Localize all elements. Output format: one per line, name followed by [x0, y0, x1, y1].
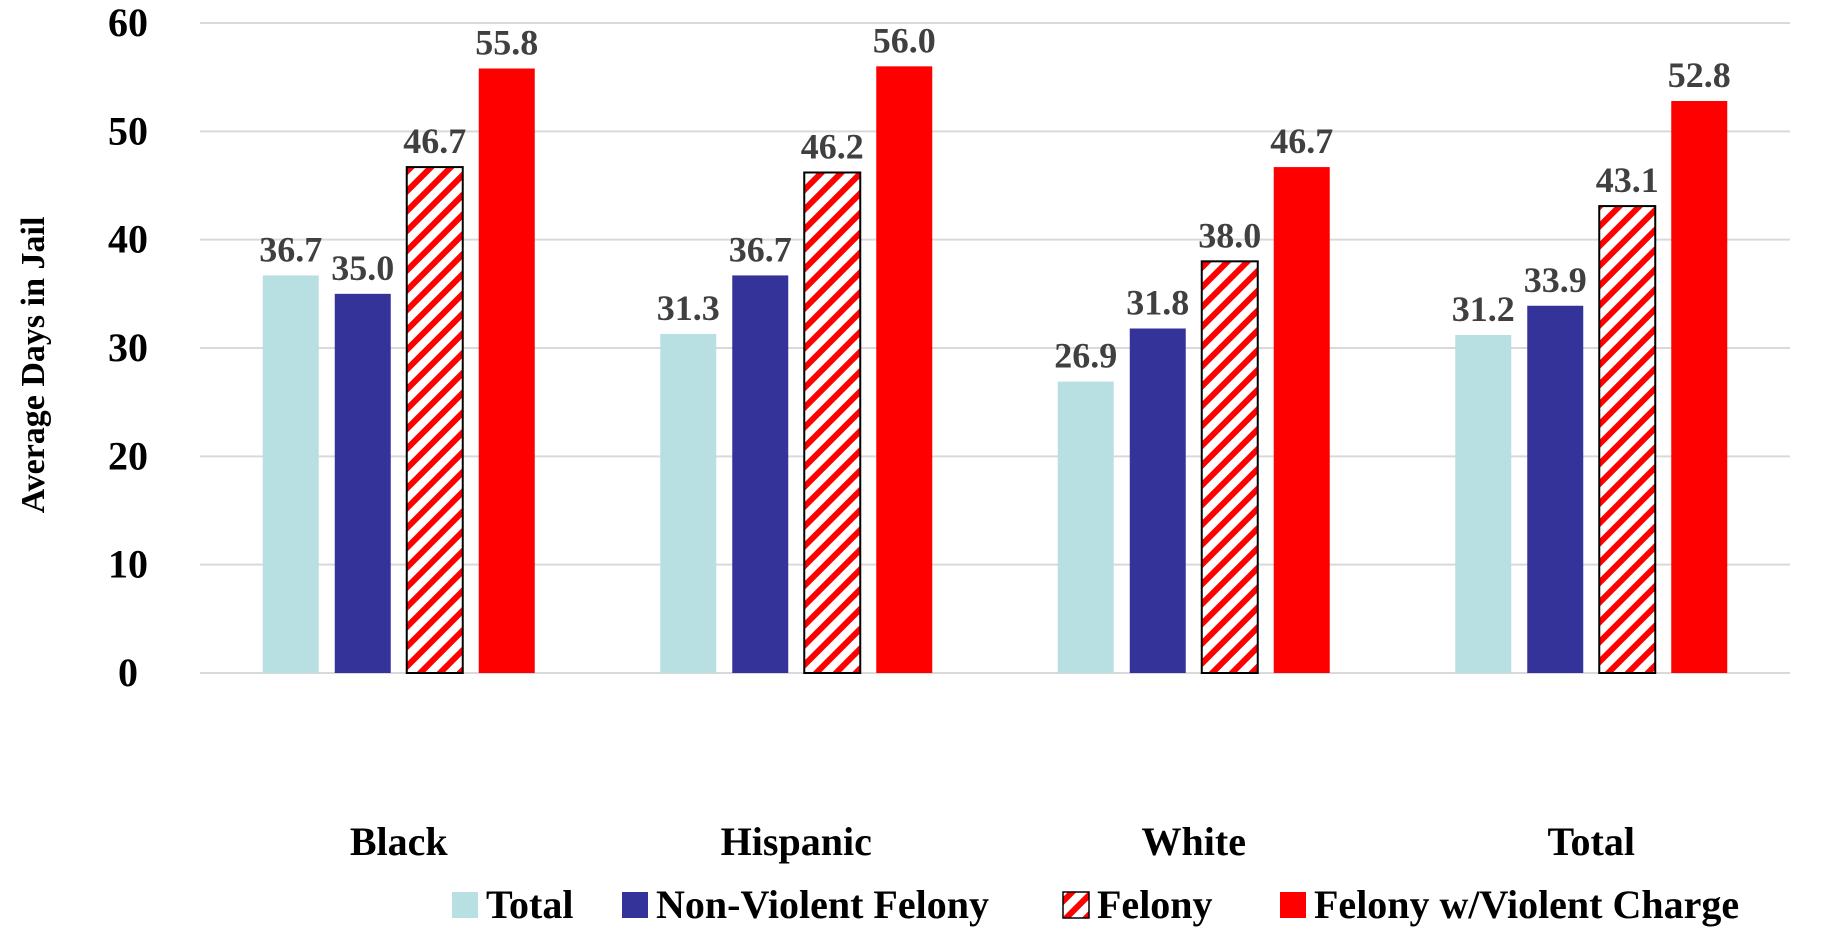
data-label: 43.1 — [1596, 160, 1659, 200]
bar-hispanic-series-2 — [803, 171, 862, 674]
bar-white-series-3 — [1273, 167, 1330, 674]
data-label: 46.2 — [801, 127, 864, 167]
data-label: 31.3 — [657, 288, 720, 328]
legend-label: Non-Violent Felony — [656, 882, 989, 927]
bar-white-series-1 — [1129, 328, 1186, 673]
y-tick-label: 0 — [118, 650, 138, 695]
legend-swatch — [1062, 891, 1090, 919]
y-axis-title: Average Days in Jail — [15, 217, 52, 514]
data-label: 55.8 — [475, 23, 538, 63]
bar-white-series-0 — [1057, 381, 1114, 673]
data-label: 36.7 — [729, 229, 792, 269]
legend-label: Total — [486, 882, 573, 927]
gridlines — [200, 22, 1790, 674]
data-label: 56.0 — [873, 20, 936, 60]
bar-total-series-1 — [1527, 305, 1584, 673]
bar-black-series-3 — [478, 68, 535, 673]
y-tick-label: 20 — [108, 433, 148, 478]
legend-label: Felony — [1097, 882, 1213, 927]
y-tick-label: 40 — [108, 217, 148, 262]
data-label: 31.8 — [1126, 283, 1189, 323]
bar-hispanic-series-3 — [876, 66, 933, 674]
bars — [262, 66, 1728, 674]
data-label: 35.0 — [331, 248, 394, 288]
data-label: 38.0 — [1198, 215, 1261, 255]
data-label: 46.7 — [403, 121, 466, 161]
bar-hispanic-series-1 — [732, 275, 789, 673]
y-tick-label: 10 — [108, 542, 148, 587]
x-category-label: Total — [1548, 819, 1635, 864]
data-label: 26.9 — [1054, 336, 1117, 376]
legend: Total Non-Violent Felony Felony Felony w/Vi… — [452, 882, 1739, 927]
data-label: 36.7 — [259, 229, 322, 269]
data-label: 33.9 — [1524, 260, 1587, 300]
data-label: 46.7 — [1270, 121, 1333, 161]
bar-total-series-3 — [1671, 101, 1728, 673]
y-tick-label: 60 — [108, 0, 148, 45]
y-axis-tick-labels: 0 10 20 30 40 50 60 — [108, 0, 148, 695]
data-label: 31.2 — [1452, 289, 1515, 329]
legend-swatch — [1280, 892, 1306, 918]
bar-black-series-0 — [262, 275, 319, 673]
legend-label: Felony w/Violent Charge — [1314, 882, 1739, 927]
bar-total-series-0 — [1455, 335, 1512, 673]
x-category-label: Hispanic — [721, 819, 872, 864]
bar-hispanic-series-0 — [660, 333, 717, 673]
x-category-label: Black — [350, 819, 449, 864]
legend-swatch — [622, 892, 648, 918]
bar-white-series-2 — [1200, 260, 1259, 674]
data-label: 52.8 — [1668, 55, 1731, 95]
y-tick-label: 30 — [108, 325, 148, 370]
bar-total-series-2 — [1598, 205, 1657, 674]
x-axis-category-labels: Black Hispanic White Total — [350, 819, 1635, 864]
bar-black-series-1 — [334, 293, 391, 673]
bar-black-series-2 — [405, 166, 464, 674]
y-tick-label: 50 — [108, 108, 148, 153]
data-labels: 36.7 35.046.755.831.336.746.256.026.931.8… — [259, 20, 1731, 375]
x-category-label: White — [1142, 819, 1246, 864]
legend-swatch — [452, 892, 478, 918]
